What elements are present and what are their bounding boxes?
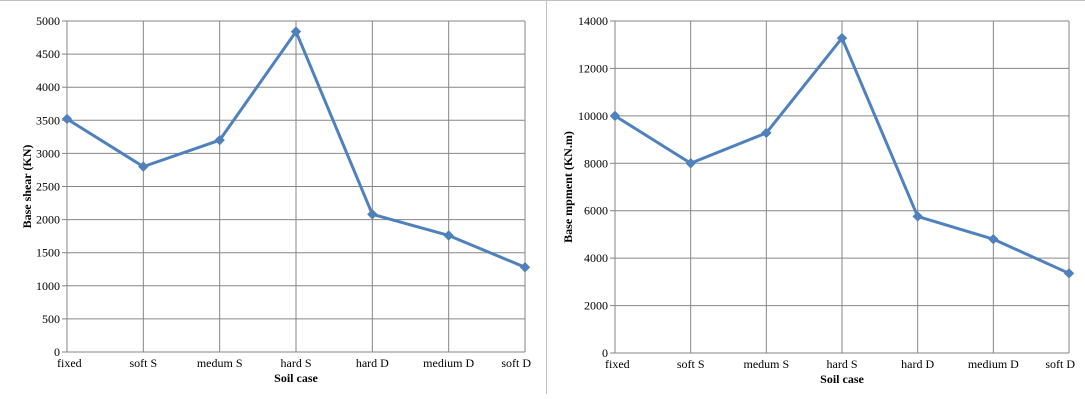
panel-divider: [546, 0, 547, 394]
x-tick-label: medium D: [968, 357, 1019, 371]
data-point-medum-s: [761, 127, 772, 139]
base-shear-chart-svg: 0 500 1000 1500 2000 2500 3000 3500 4000 4500 5000…: [20, 14, 531, 385]
y-tick-label: 3000: [36, 146, 60, 160]
y-tick-label: 4500: [36, 47, 60, 61]
y-tick-label: 4000: [584, 251, 608, 265]
x-tick-label: hard S: [281, 356, 312, 370]
x-tick-label: hard D: [356, 356, 389, 370]
data-point-soft-s: [138, 161, 149, 172]
y-tick-label: 5000: [36, 14, 60, 28]
y-tick-label: 3500: [36, 113, 60, 127]
base-shear-chart: 0 500 1000 1500 2000 2500 3000 3500 4000 4500 5000…: [0, 0, 546, 394]
y-tick-label: 2000: [36, 213, 60, 227]
x-tick-label: soft D: [1045, 357, 1075, 371]
x-tick-label: soft S: [129, 356, 157, 370]
data-point-hard-d: [912, 211, 923, 222]
x-axis-title: Soil case: [820, 372, 864, 386]
y-tick-label: 1000: [36, 279, 60, 293]
y-tick-label: 10000: [578, 109, 608, 123]
data-point-hard-s: [836, 32, 848, 44]
y-tick-label: 0: [602, 346, 608, 360]
data-point-soft-d: [1063, 268, 1075, 279]
gridlines: [614, 20, 1070, 354]
x-tick-label: soft D: [501, 356, 531, 370]
y-tick-label: 2000: [584, 299, 608, 313]
y-tick-label: 0: [54, 345, 60, 359]
data-point-medum-s: [214, 134, 225, 146]
y-axis-title: Base mpment (KN.m): [561, 131, 575, 243]
y-tick-label: 6000: [584, 204, 608, 218]
y-tick-label: 14000: [578, 14, 608, 28]
gridlines: [66, 20, 526, 353]
data-point-medium-d: [988, 233, 999, 245]
x-tick-label: fixed: [57, 356, 82, 370]
data-point-hard-d: [367, 209, 378, 220]
x-tick-label: hard S: [827, 357, 858, 371]
y-tick-label: 4000: [36, 80, 60, 94]
data-point-fixed: [609, 110, 621, 122]
x-tick-label: medum S: [197, 356, 243, 370]
x-tick-label: soft S: [677, 357, 705, 371]
x-axis-title: Soil case: [274, 371, 318, 385]
data-point-fixed: [61, 113, 73, 125]
x-tick-label: medium D: [423, 356, 474, 370]
y-tick-label: 12000: [578, 61, 608, 75]
data-point-hard-s: [290, 26, 302, 37]
data-point-soft-s: [685, 158, 696, 169]
data-point-soft-d: [519, 262, 531, 273]
y-tick-label: 2500: [36, 180, 60, 194]
top-border: [0, 0, 1085, 1]
x-tick-label: hard D: [901, 357, 934, 371]
base-moment-chart: 0 2000 4000 6000 8000 10000 12000 14000 fixed sof…: [550, 0, 1085, 394]
y-tick-label: 8000: [584, 156, 608, 170]
y-tick-label: 500: [42, 312, 60, 326]
x-tick-label: fixed: [605, 357, 630, 371]
x-tick-label: medum S: [743, 357, 789, 371]
base-moment-chart-svg: 0 2000 4000 6000 8000 10000 12000 14000 fixed sof…: [561, 14, 1075, 386]
y-axis-title: Base shear (KN): [20, 145, 34, 229]
data-point-medium-d: [443, 230, 454, 241]
y-tick-label: 1500: [36, 246, 60, 260]
